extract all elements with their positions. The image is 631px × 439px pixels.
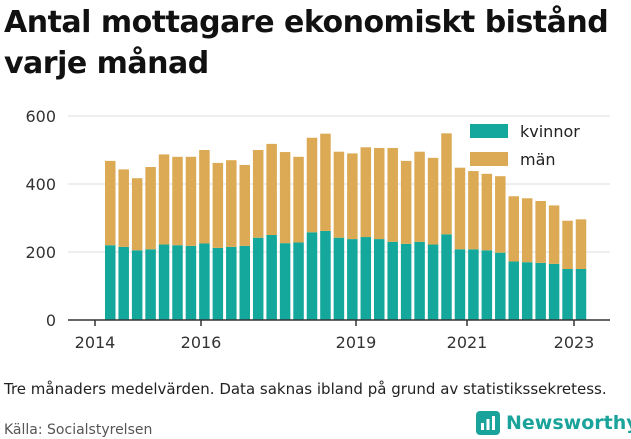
bar-man xyxy=(131,178,143,251)
bar-kvinnor xyxy=(548,263,560,320)
bar-kvinnor xyxy=(226,246,237,320)
legend-label-kvinnor: kvinnor xyxy=(520,122,580,141)
bars xyxy=(105,133,587,320)
bar-man xyxy=(266,143,277,235)
bar-man xyxy=(226,160,237,247)
y-tick-label: 600 xyxy=(25,107,56,126)
legend-label-man: män xyxy=(520,150,556,169)
bar-kvinnor xyxy=(131,250,143,320)
bar-man xyxy=(400,160,412,244)
bar-man xyxy=(427,157,439,245)
bar-man xyxy=(454,167,466,250)
bar-kvinnor xyxy=(333,237,345,320)
x-tick-label: 2021 xyxy=(447,333,488,352)
bar-man xyxy=(414,151,425,242)
bar-man xyxy=(481,173,493,251)
bar-kvinnor xyxy=(387,241,398,320)
bar-kvinnor xyxy=(374,239,385,320)
bar-kvinnor xyxy=(118,246,129,320)
y-tick-label: 400 xyxy=(25,175,56,194)
bar-man xyxy=(105,160,116,246)
bar-kvinnor xyxy=(427,244,439,320)
bar-man xyxy=(306,137,318,233)
bar-kvinnor xyxy=(320,230,331,320)
bar-kvinnor xyxy=(535,262,546,320)
bar-man xyxy=(387,147,398,242)
x-tick-label: 2023 xyxy=(554,333,595,352)
newsworthy-bar-icon xyxy=(476,411,500,435)
x-tick-label: 2016 xyxy=(181,333,222,352)
bar-man xyxy=(347,153,358,240)
bar-kvinnor xyxy=(508,261,519,320)
bar-man xyxy=(441,133,452,235)
bar-man xyxy=(172,156,183,246)
bar-man xyxy=(360,147,372,238)
bar-kvinnor xyxy=(468,249,479,320)
bar-kvinnor xyxy=(575,269,587,320)
bar-chart: 0 200 400 600 2014 2016 2019 2021 2023 kvinnor … xyxy=(25,107,610,352)
x-tick-label: 2014 xyxy=(75,333,116,352)
bar-kvinnor xyxy=(400,243,412,320)
y-tick-label: 200 xyxy=(25,243,56,262)
bar-kvinnor xyxy=(481,250,493,320)
bar-man xyxy=(535,201,546,263)
bar-man xyxy=(374,147,385,240)
y-axis-ticks: 0 200 400 600 xyxy=(25,107,56,330)
bar-kvinnor xyxy=(212,247,224,320)
bar-man xyxy=(508,196,519,262)
bar-kvinnor xyxy=(145,249,156,320)
bar-man xyxy=(468,171,479,250)
bar-man xyxy=(252,150,264,238)
bar-kvinnor xyxy=(239,245,250,320)
bar-kvinnor xyxy=(252,237,264,320)
bar-kvinnor xyxy=(293,242,304,320)
bar-man xyxy=(158,154,170,245)
bar-kvinnor xyxy=(414,241,425,320)
bar-man xyxy=(548,205,560,264)
bar-kvinnor xyxy=(158,244,170,320)
bar-man xyxy=(320,133,331,231)
bar-kvinnor xyxy=(521,262,533,320)
bar-kvinnor xyxy=(306,232,318,320)
legend-swatch-man xyxy=(470,152,508,166)
bar-man xyxy=(562,220,573,269)
footnote: Tre månaders medelvärden. Data saknas ib… xyxy=(4,380,607,398)
bar-man xyxy=(145,167,156,250)
bar-man xyxy=(575,219,587,269)
bar-kvinnor xyxy=(105,245,116,320)
bar-kvinnor xyxy=(360,237,372,320)
bar-man xyxy=(333,151,345,238)
bar-kvinnor xyxy=(279,243,291,320)
chart-title: Antal mottagare ekonomiskt bistånd varje… xyxy=(4,5,609,81)
bar-man xyxy=(239,164,250,246)
bar-man xyxy=(293,156,304,243)
bar-kvinnor xyxy=(185,245,197,320)
bar-kvinnor xyxy=(441,234,452,320)
bar-kvinnor xyxy=(266,235,277,320)
bar-man xyxy=(495,176,506,253)
bar-kvinnor xyxy=(562,269,573,320)
logo-text: Newsworthy xyxy=(506,412,631,434)
newsworthy-logo: Newsworthy xyxy=(476,408,631,438)
bar-kvinnor xyxy=(199,243,210,320)
bar-kvinnor xyxy=(495,252,506,320)
bar-man xyxy=(185,156,197,246)
bar-man xyxy=(212,162,224,248)
bar-kvinnor xyxy=(172,245,183,320)
bar-man xyxy=(199,150,210,244)
bar-kvinnor xyxy=(347,239,358,320)
source-credit: Källa: Socialstyrelsen xyxy=(4,422,153,438)
x-axis-ticks: 2014 2016 2019 2021 2023 xyxy=(75,320,595,352)
bar-man xyxy=(118,169,129,247)
legend-swatch-kvinnor xyxy=(470,124,508,138)
bar-man xyxy=(521,198,533,263)
y-tick-label: 0 xyxy=(46,311,56,330)
bar-kvinnor xyxy=(454,249,466,320)
legend: kvinnor män xyxy=(470,122,580,169)
bar-man xyxy=(279,152,291,244)
x-tick-label: 2019 xyxy=(336,333,377,352)
